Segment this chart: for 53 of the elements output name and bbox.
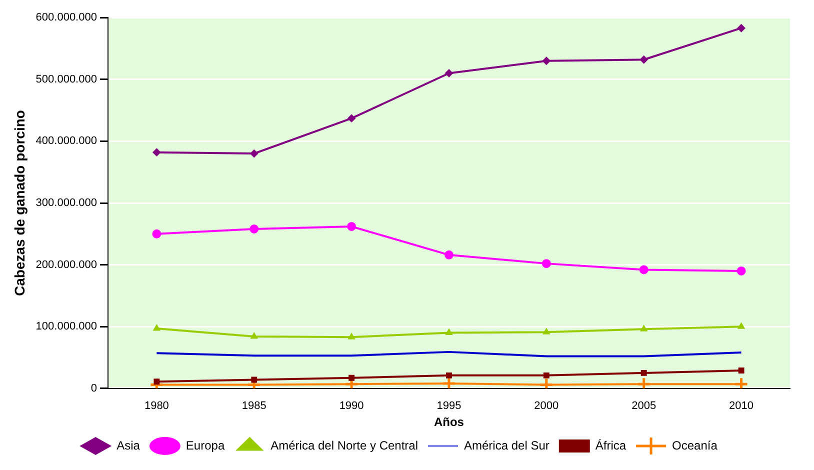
x-tick-label: 2010: [729, 400, 754, 412]
y-tick-label: 600.000.000: [36, 12, 97, 24]
point: [250, 150, 258, 158]
point: [543, 372, 550, 378]
legend-label: Oceanía: [672, 438, 718, 452]
point: [736, 266, 746, 276]
point: [152, 229, 162, 238]
point: [542, 56, 550, 65]
legend-label: América del Norte y Central: [270, 438, 418, 452]
y-tick-label: 200.000.000: [36, 258, 97, 271]
point: [734, 376, 749, 388]
point: [442, 376, 456, 388]
point: [446, 372, 452, 378]
point: [640, 370, 647, 376]
point: [444, 250, 454, 260]
y-tick-label: 500.000.000: [36, 73, 97, 86]
y-tick-label: 300.000.000: [36, 197, 97, 210]
x-tick-label: 2005: [632, 400, 656, 412]
point: [348, 333, 356, 340]
point: [737, 24, 746, 32]
y-tick-label: 100.000.000: [36, 320, 97, 333]
point: [251, 376, 258, 383]
legend-label: América del Sur: [464, 438, 550, 452]
point: [738, 368, 744, 374]
x-tick-label: 1990: [339, 400, 364, 412]
x-tick-label: 1995: [436, 400, 462, 412]
point: [542, 328, 550, 334]
point: [640, 56, 648, 64]
point: [444, 69, 453, 78]
x-axis-title: Años: [434, 415, 464, 430]
y-tick-label: 400.000.000: [36, 135, 97, 148]
point: [542, 259, 551, 268]
y-tick-label: 0: [90, 382, 97, 394]
point: [636, 376, 652, 388]
point: [347, 222, 356, 231]
point: [445, 328, 453, 336]
point: [154, 378, 160, 385]
point: [250, 224, 259, 234]
point: [738, 322, 745, 329]
x-tick-label: 1985: [242, 400, 266, 412]
legend-label: Europa: [186, 438, 225, 452]
point: [153, 324, 160, 331]
point: [640, 325, 648, 332]
x-tick-label: 1980: [144, 400, 169, 412]
point: [639, 265, 648, 274]
point: [152, 148, 161, 156]
legend-label: Asia: [116, 438, 140, 452]
legend-label: África: [595, 438, 626, 452]
y-axis-title: Cabezas de ganado porcino: [11, 110, 28, 296]
point: [348, 114, 356, 122]
x-tick-label: 2000: [534, 400, 559, 412]
point: [348, 374, 355, 381]
point: [250, 332, 258, 339]
